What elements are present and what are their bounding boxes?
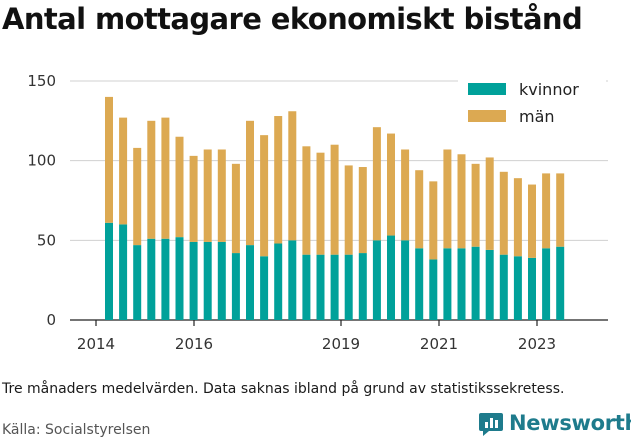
bar-kvinnor [499,254,508,320]
legend-label: kvinnor [519,80,579,99]
brand-name: Newsworthy [509,411,631,435]
bar-kvinnor [147,238,156,320]
x-tick-label: 2023 [518,335,556,353]
x-tick-label: 2016 [175,335,213,353]
bar-kvinnor [203,241,212,320]
bar-man [499,171,508,255]
bar-man [443,149,452,249]
bar-kvinnor [231,253,240,320]
bar-man [203,149,212,242]
bar-kvinnor [358,253,367,320]
bar-kvinnor [387,235,395,320]
bar-man [231,163,240,254]
bar-man [119,117,128,225]
legend-swatch [468,83,506,95]
bar-kvinnor [119,224,128,320]
bar-kvinnor [330,254,339,320]
bar-kvinnor [274,243,283,320]
bar-man [457,154,466,249]
bar-kvinnor [485,249,494,320]
bar-kvinnor [415,248,424,320]
bar-kvinnor [217,241,226,320]
bar-man [105,96,113,223]
source-text: Källa: Socialstyrelsen [2,422,151,438]
bar-man [528,184,536,258]
bar-man [415,170,424,249]
newsworthy-logo[interactable]: Newsworthy [478,409,631,437]
bar-man [288,111,297,241]
bar-man [358,167,367,254]
bar-man [513,178,522,257]
y-tick-label: 50 [37,231,56,249]
bar-kvinnor [133,245,142,320]
bar-man [316,152,325,255]
bar-man [429,181,438,260]
bar-kvinnor [372,240,381,320]
chart-title: Antal mottagare ekonomiskt bistånd [2,2,583,36]
chart-note: Tre månaders medelvärden. Data saknas ib… [2,381,565,397]
bar-kvinnor [260,256,269,320]
stacked-bar-chart: 0 50 100 150 2014 2016 2019 2021 2023 kvinnor mä… [27,72,608,353]
x-axis: 2014 2016 2019 2021 2023 [77,320,556,353]
bar-kvinnor [161,238,170,320]
legend: kvinnor män [458,72,606,142]
bar-man [161,117,170,239]
legend-swatch [468,110,506,122]
bar-kvinnor [246,245,254,320]
bar-kvinnor [443,248,452,320]
bars [105,96,565,320]
bar-man [330,144,339,255]
bar-man [387,133,395,236]
bar-man [542,173,551,249]
bar-man [217,149,226,242]
bar-man [485,157,494,250]
bar-kvinnor [105,222,113,320]
bar-kvinnor [175,237,184,320]
y-tick-label: 0 [46,311,56,329]
y-tick-label: 100 [27,152,56,170]
bar-kvinnor [288,240,297,320]
x-tick-label: 2021 [420,335,458,353]
bar-man [175,136,184,238]
bar-kvinnor [401,240,410,320]
bar-kvinnor [528,257,536,320]
x-tick-label: 2019 [322,335,360,353]
bar-kvinnor [189,241,198,320]
bar-kvinnor [542,248,551,320]
bar-man [274,116,283,244]
bar-man [372,127,381,241]
bar-kvinnor [457,248,466,320]
bar-man [302,146,311,255]
bar-kvinnor [316,254,325,320]
bar-man [189,155,198,242]
y-tick-label: 150 [27,72,56,90]
bar-man [471,163,480,247]
x-tick-label: 2014 [77,335,115,353]
bar-kvinnor [513,256,522,320]
bar-kvinnor [344,254,353,320]
bar-man [147,120,156,239]
bar-chart-logo-icon [479,413,503,436]
bar-man [260,135,269,257]
bar-man [401,149,410,241]
bar-man [133,147,142,246]
bar-kvinnor [302,254,311,320]
bar-man [246,120,254,246]
bar-kvinnor [429,259,438,320]
bar-man [556,173,565,247]
bar-man [344,165,353,255]
bar-kvinnor [471,246,480,320]
bar-kvinnor [556,246,565,320]
legend-label: män [519,107,555,126]
